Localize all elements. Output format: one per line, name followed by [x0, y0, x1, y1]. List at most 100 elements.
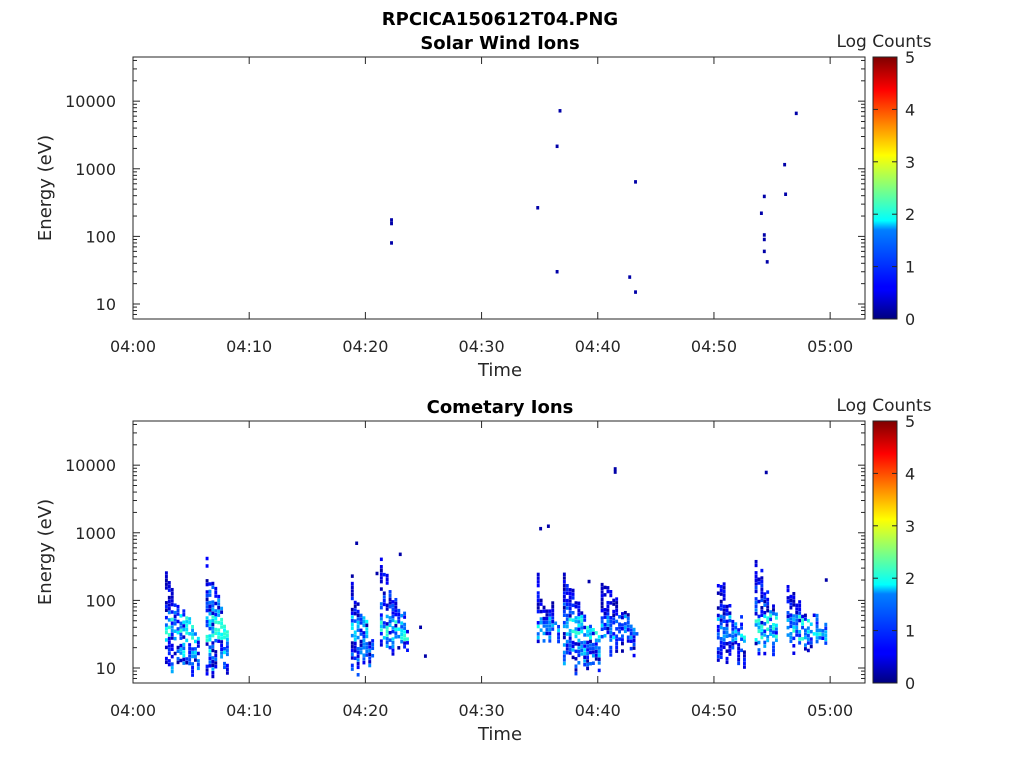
heatmap-cell [632, 627, 636, 632]
heatmap-cell [562, 609, 566, 614]
heatmap-cell [737, 661, 741, 666]
heatmap-cell [562, 632, 566, 636]
heatmap-cell [555, 144, 559, 149]
heatmap-cell [757, 618, 761, 622]
panel-1-frame [132, 56, 866, 320]
heatmap-cell [612, 632, 616, 636]
heatmap-cell [766, 601, 770, 606]
heatmap-cell [789, 605, 793, 610]
heatmap-cell [759, 211, 763, 215]
heatmap-cell [577, 631, 581, 635]
heatmap-cell [173, 618, 177, 622]
heatmap-cell [568, 606, 572, 611]
heatmap-cell [391, 648, 395, 652]
heatmap-cell [196, 662, 200, 667]
heatmap-cell [167, 599, 171, 604]
heatmap-cell [208, 623, 212, 627]
heatmap-cell [164, 623, 168, 627]
heatmap-cell [539, 598, 543, 603]
heatmap-cell [208, 626, 212, 631]
heatmap-cell [365, 649, 369, 654]
heatmap-cell [397, 608, 401, 613]
heatmap-cell [188, 646, 192, 651]
heatmap-cell [371, 639, 375, 643]
heatmap-cell [182, 624, 186, 628]
heatmap-cell [615, 645, 619, 650]
heatmap-cell [214, 620, 218, 624]
heatmap-cell [824, 578, 828, 582]
colorbar-tick-label: 1 [905, 258, 915, 277]
heatmap-cell [350, 641, 354, 645]
heatmap-cell [217, 613, 221, 617]
heatmap-cell [571, 596, 575, 600]
heatmap-cell [205, 597, 209, 602]
heatmap-cell [580, 629, 584, 634]
heatmap-cell [725, 656, 729, 661]
heatmap-cell [214, 631, 218, 635]
heatmap-cell [574, 601, 578, 605]
heatmap-cell [179, 651, 183, 655]
heatmap-cell [164, 615, 168, 620]
heatmap-cell [728, 633, 732, 638]
heatmap-cell [379, 605, 383, 610]
heatmap-cell [176, 608, 180, 613]
heatmap-cell [632, 638, 636, 643]
heatmap-cell [188, 620, 192, 625]
heatmap-cell [580, 615, 584, 619]
heatmap-cell [350, 648, 354, 653]
heatmap-cell [754, 559, 758, 564]
heatmap-cell [792, 591, 796, 596]
heatmap-cell [615, 634, 619, 639]
x-tick-label: 04:20 [342, 337, 388, 356]
x-tick-label: 04:50 [691, 337, 737, 356]
heatmap-cell [170, 587, 174, 592]
heatmap-cell [618, 615, 621, 619]
heatmap-cell [391, 600, 395, 604]
heatmap-cell [760, 568, 764, 573]
heatmap-cell [769, 625, 773, 629]
heatmap-cell [208, 608, 212, 612]
heatmap-cell [609, 627, 613, 631]
heatmap-cell [798, 611, 802, 615]
heatmap-cell [167, 662, 171, 667]
heatmap-cell [214, 616, 218, 621]
heatmap-cell [565, 587, 569, 592]
heatmap-cell [571, 640, 575, 645]
heatmap-cell [194, 639, 197, 644]
heatmap-cell [806, 633, 810, 638]
heatmap-cell [722, 586, 726, 590]
heatmap-cell [388, 645, 392, 650]
heatmap-cell [583, 614, 587, 619]
heatmap-cell [731, 642, 735, 646]
heatmap-cell [629, 646, 633, 651]
heatmap-cell [786, 618, 790, 622]
heatmap-cell [167, 618, 171, 622]
heatmap-cell [786, 614, 790, 619]
heatmap-cell [760, 609, 764, 614]
heatmap-cell [208, 664, 212, 668]
heatmap-cell [191, 647, 194, 651]
heatmap-cell [225, 667, 229, 671]
heatmap-cell [379, 639, 383, 643]
heatmap-cell [754, 574, 758, 579]
heatmap-cell [583, 644, 587, 648]
heatmap-cell [220, 655, 224, 659]
heatmap-cell [809, 637, 813, 641]
heatmap-cell [173, 603, 177, 607]
heatmap-cell [798, 637, 802, 641]
heatmap-cell [623, 622, 627, 626]
heatmap-cell [191, 673, 194, 677]
heatmap-cell [621, 623, 624, 627]
heatmap-cell [194, 658, 197, 662]
heatmap-cell [551, 616, 555, 620]
heatmap-cell [173, 636, 177, 641]
heatmap-cell [350, 626, 354, 630]
heatmap-cell [716, 658, 720, 662]
heatmap-cell [597, 638, 601, 643]
heatmap-cell [586, 655, 590, 660]
heatmap-cell [350, 611, 354, 616]
heatmap-cell [208, 638, 212, 642]
heatmap-cell [760, 628, 764, 632]
heatmap-cell [548, 609, 552, 613]
heatmap-cell [220, 606, 224, 611]
